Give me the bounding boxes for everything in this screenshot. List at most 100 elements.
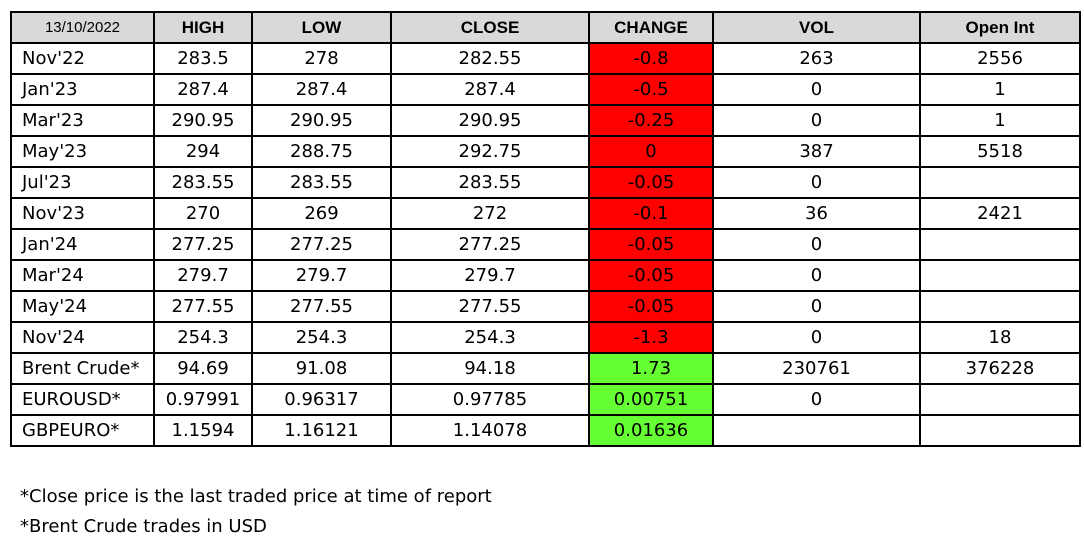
close-cell: 287.4	[390, 73, 590, 106]
vol-cell: 230761	[712, 352, 921, 385]
open-int-cell	[919, 290, 1081, 323]
low-cell: 287.4	[251, 73, 392, 106]
contract-name-cell: Mar'23	[10, 104, 155, 137]
high-cell: 283.55	[153, 166, 253, 199]
prices-table: 13/10/2022 HIGH LOW CLOSE CHANGE VOL Ope…	[10, 11, 1081, 447]
contract-name-cell: Jul'23	[10, 166, 155, 199]
header-row: 13/10/2022 HIGH LOW CLOSE CHANGE VOL Ope…	[10, 11, 1081, 44]
close-cell: 94.18	[390, 352, 590, 385]
high-cell: 270	[153, 197, 253, 230]
table-row: GBPEURO* 1.1594 1.16121 1.14078 0.01636	[10, 414, 1081, 447]
footnote-close-price: *Close price is the last traded price at…	[20, 486, 492, 507]
column-header-close: CLOSE	[390, 11, 590, 44]
low-cell: 91.08	[251, 352, 392, 385]
vol-cell: 0	[712, 259, 921, 292]
column-header-open-int: Open Int	[919, 11, 1081, 44]
change-cell: -0.05	[588, 259, 714, 292]
table-row: May'24 277.55 277.55 277.55 -0.05 0	[10, 290, 1081, 323]
close-cell: 279.7	[390, 259, 590, 292]
open-int-cell	[919, 414, 1081, 447]
change-cell: 0.01636	[588, 414, 714, 447]
open-int-cell: 2556	[919, 42, 1081, 75]
change-cell: 0	[588, 135, 714, 168]
close-cell: 283.55	[390, 166, 590, 199]
high-cell: 279.7	[153, 259, 253, 292]
close-cell: 272	[390, 197, 590, 230]
table-row: Nov'24 254.3 254.3 254.3 -1.3 0 18	[10, 321, 1081, 354]
change-cell: -1.3	[588, 321, 714, 354]
table-row: Jul'23 283.55 283.55 283.55 -0.05 0	[10, 166, 1081, 199]
low-cell: 1.16121	[251, 414, 392, 447]
close-cell: 1.14078	[390, 414, 590, 447]
contract-name-cell: Nov'23	[10, 197, 155, 230]
contract-name-cell: Brent Crude*	[10, 352, 155, 385]
low-cell: 277.25	[251, 228, 392, 261]
change-cell: -0.05	[588, 166, 714, 199]
open-int-cell: 5518	[919, 135, 1081, 168]
close-cell: 277.25	[390, 228, 590, 261]
column-header-vol: VOL	[712, 11, 921, 44]
close-cell: 277.55	[390, 290, 590, 323]
table-row: May'23 294 288.75 292.75 0 387 5518	[10, 135, 1081, 168]
high-cell: 277.55	[153, 290, 253, 323]
change-cell: -0.05	[588, 228, 714, 261]
vol-cell: 0	[712, 383, 921, 416]
low-cell: 279.7	[251, 259, 392, 292]
close-cell: 292.75	[390, 135, 590, 168]
contract-name-cell: Nov'22	[10, 42, 155, 75]
contract-name-cell: Nov'24	[10, 321, 155, 354]
change-cell: -0.05	[588, 290, 714, 323]
low-cell: 278	[251, 42, 392, 75]
open-int-cell: 18	[919, 321, 1081, 354]
open-int-cell: 1	[919, 73, 1081, 106]
change-cell: 1.73	[588, 352, 714, 385]
vol-cell: 263	[712, 42, 921, 75]
low-cell: 288.75	[251, 135, 392, 168]
footnote-brent-currency: *Brent Crude trades in USD	[20, 516, 267, 537]
vol-cell: 0	[712, 104, 921, 137]
contract-name-cell: GBPEURO*	[10, 414, 155, 447]
low-cell: 254.3	[251, 321, 392, 354]
change-cell: -0.5	[588, 73, 714, 106]
contract-name-cell: EUROUSD*	[10, 383, 155, 416]
low-cell: 277.55	[251, 290, 392, 323]
contract-name-cell: May'24	[10, 290, 155, 323]
open-int-cell: 1	[919, 104, 1081, 137]
change-cell: -0.1	[588, 197, 714, 230]
report-date: 13/10/2022	[10, 11, 155, 44]
open-int-cell: 376228	[919, 352, 1081, 385]
vol-cell: 36	[712, 197, 921, 230]
high-cell: 94.69	[153, 352, 253, 385]
vol-cell: 0	[712, 321, 921, 354]
open-int-cell	[919, 259, 1081, 292]
close-cell: 0.97785	[390, 383, 590, 416]
vol-cell: 0	[712, 73, 921, 106]
vol-cell: 0	[712, 290, 921, 323]
high-cell: 287.4	[153, 73, 253, 106]
contract-name-cell: Mar'24	[10, 259, 155, 292]
high-cell: 294	[153, 135, 253, 168]
table-row: Mar'24 279.7 279.7 279.7 -0.05 0	[10, 259, 1081, 292]
close-cell: 282.55	[390, 42, 590, 75]
table-row: Jan'24 277.25 277.25 277.25 -0.05 0	[10, 228, 1081, 261]
high-cell: 277.25	[153, 228, 253, 261]
low-cell: 269	[251, 197, 392, 230]
table-body: Nov'22 283.5 278 282.55 -0.8 263 2556 Jan'23 287…	[10, 42, 1081, 447]
column-header-high: HIGH	[153, 11, 253, 44]
column-header-low: LOW	[251, 11, 392, 44]
table-row: Mar'23 290.95 290.95 290.95 -0.25 0 1	[10, 104, 1081, 137]
contract-name-cell: May'23	[10, 135, 155, 168]
low-cell: 0.96317	[251, 383, 392, 416]
contract-name-cell: Jan'23	[10, 73, 155, 106]
table-row: EUROUSD* 0.97991 0.96317 0.97785 0.00751 0	[10, 383, 1081, 416]
vol-cell	[712, 414, 921, 447]
open-int-cell	[919, 166, 1081, 199]
vol-cell: 0	[712, 166, 921, 199]
change-cell: -0.8	[588, 42, 714, 75]
table-row: Nov'22 283.5 278 282.55 -0.8 263 2556	[10, 42, 1081, 75]
table-row: Brent Crude* 94.69 91.08 94.18 1.73 230761 376…	[10, 352, 1081, 385]
high-cell: 0.97991	[153, 383, 253, 416]
contract-name-cell: Jan'24	[10, 228, 155, 261]
high-cell: 1.1594	[153, 414, 253, 447]
change-cell: 0.00751	[588, 383, 714, 416]
